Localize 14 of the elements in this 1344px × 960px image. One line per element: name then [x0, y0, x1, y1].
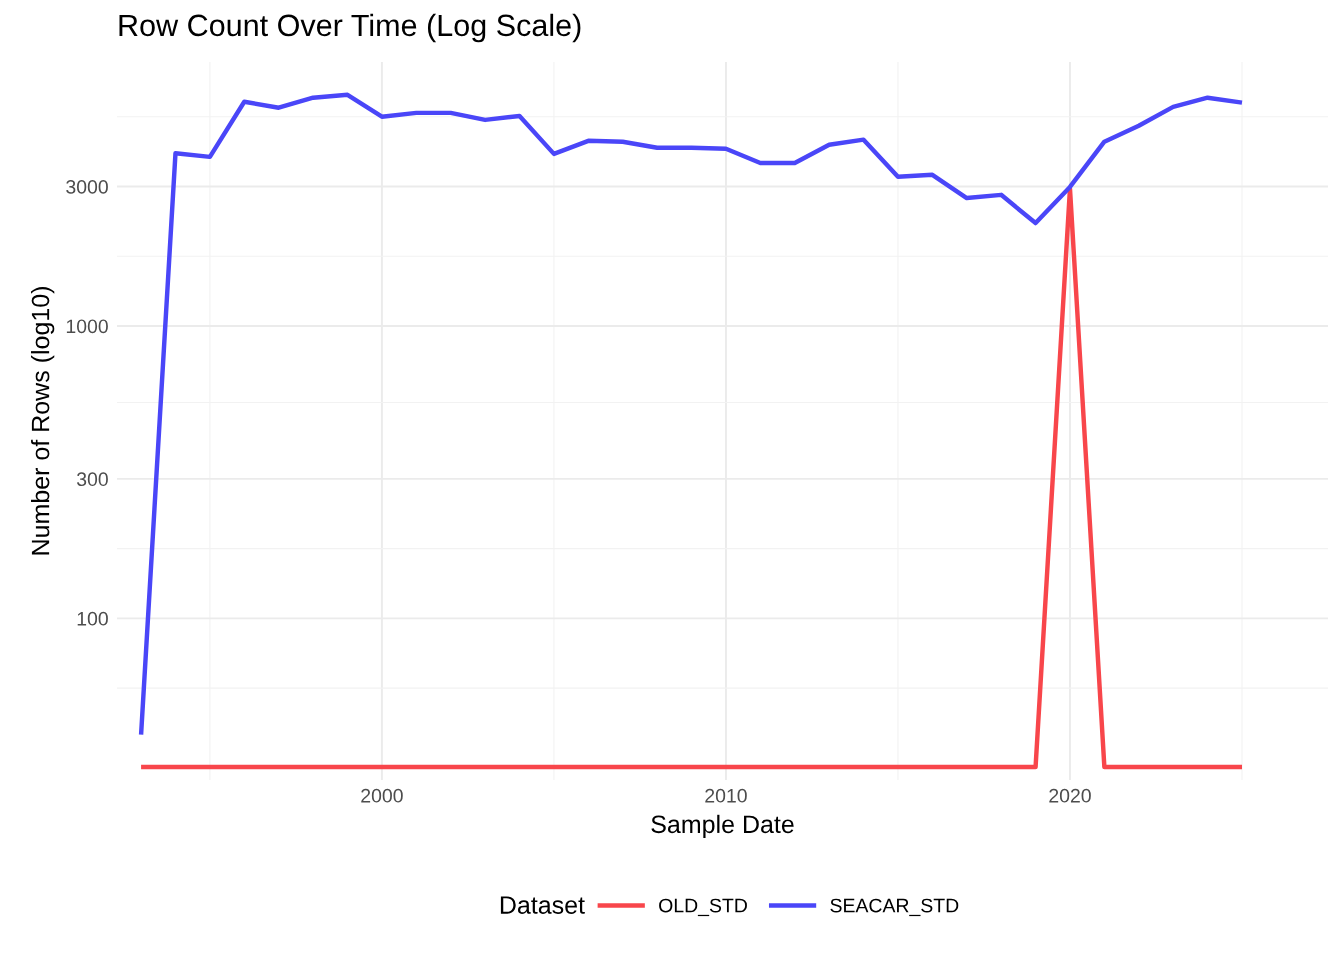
y-tick-label: 3000: [66, 180, 108, 194]
chart-title: Row Count Over Time (Log Scale): [119, 13, 581, 43]
y-tick-label: 1000: [66, 319, 108, 334]
legend-label: OLD_STD: [659, 898, 747, 917]
y-tick-label: 100: [77, 611, 108, 626]
legend-label: SEACAR_STD: [830, 898, 959, 917]
x-tick-label: 2000: [361, 788, 403, 803]
y-axis-title: Number of Rows (log10): [31, 287, 55, 555]
line-series: [138, 92, 1245, 737]
x-tick-label: 2010: [705, 788, 747, 803]
x-axis-title: Sample Date: [651, 814, 794, 839]
y-tick-label: 300: [76, 472, 108, 487]
x-tick-label: 2020: [1049, 788, 1091, 803]
legend-title: Dataset: [500, 896, 585, 914]
